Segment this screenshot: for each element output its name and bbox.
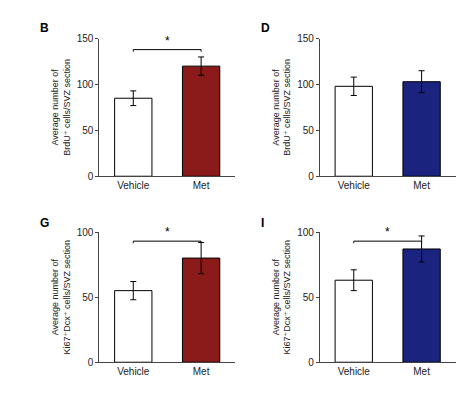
svg-text:Met: Met xyxy=(193,180,210,191)
svg-text:*: * xyxy=(385,225,390,239)
svg-text:Average number ofKi67⁺Dcx⁺ cel: Average number ofKi67⁺Dcx⁺ cells/SVZ sec… xyxy=(271,240,293,355)
svg-text:Vehicle: Vehicle xyxy=(338,180,371,191)
svg-text:150: 150 xyxy=(77,33,94,44)
svg-text:D: D xyxy=(261,21,270,35)
svg-text:Average number ofBrdU⁺ cells/S: Average number ofBrdU⁺ cells/SVZ section xyxy=(271,59,293,156)
svg-text:100: 100 xyxy=(297,227,314,238)
svg-text:Average number ofBrdU⁺ cells/S: Average number ofBrdU⁺ cells/SVZ section xyxy=(50,59,72,156)
svg-text:*: * xyxy=(165,34,170,48)
svg-text:0: 0 xyxy=(308,171,314,182)
svg-text:Vehicle: Vehicle xyxy=(338,366,371,377)
svg-text:I: I xyxy=(261,216,264,230)
svg-text:Met: Met xyxy=(413,366,430,377)
svg-text:*: * xyxy=(165,225,170,239)
svg-text:50: 50 xyxy=(303,125,315,136)
svg-text:50: 50 xyxy=(82,292,94,303)
svg-text:0: 0 xyxy=(88,171,94,182)
svg-text:100: 100 xyxy=(297,79,314,90)
svg-text:100: 100 xyxy=(77,227,94,238)
svg-text:0: 0 xyxy=(88,357,94,368)
svg-text:B: B xyxy=(40,21,49,35)
svg-text:Met: Met xyxy=(193,366,210,377)
svg-text:50: 50 xyxy=(303,292,315,303)
svg-text:0: 0 xyxy=(308,357,314,368)
svg-text:G: G xyxy=(40,216,49,230)
svg-text:150: 150 xyxy=(297,33,314,44)
svg-text:Met: Met xyxy=(413,180,430,191)
svg-text:50: 50 xyxy=(82,125,94,136)
svg-text:Average number ofKi67⁺Dcx⁺ cel: Average number ofKi67⁺Dcx⁺ cells/SVZ sec… xyxy=(50,240,72,355)
svg-text:Vehicle: Vehicle xyxy=(117,180,150,191)
svg-text:100: 100 xyxy=(77,79,94,90)
svg-text:Vehicle: Vehicle xyxy=(117,366,150,377)
